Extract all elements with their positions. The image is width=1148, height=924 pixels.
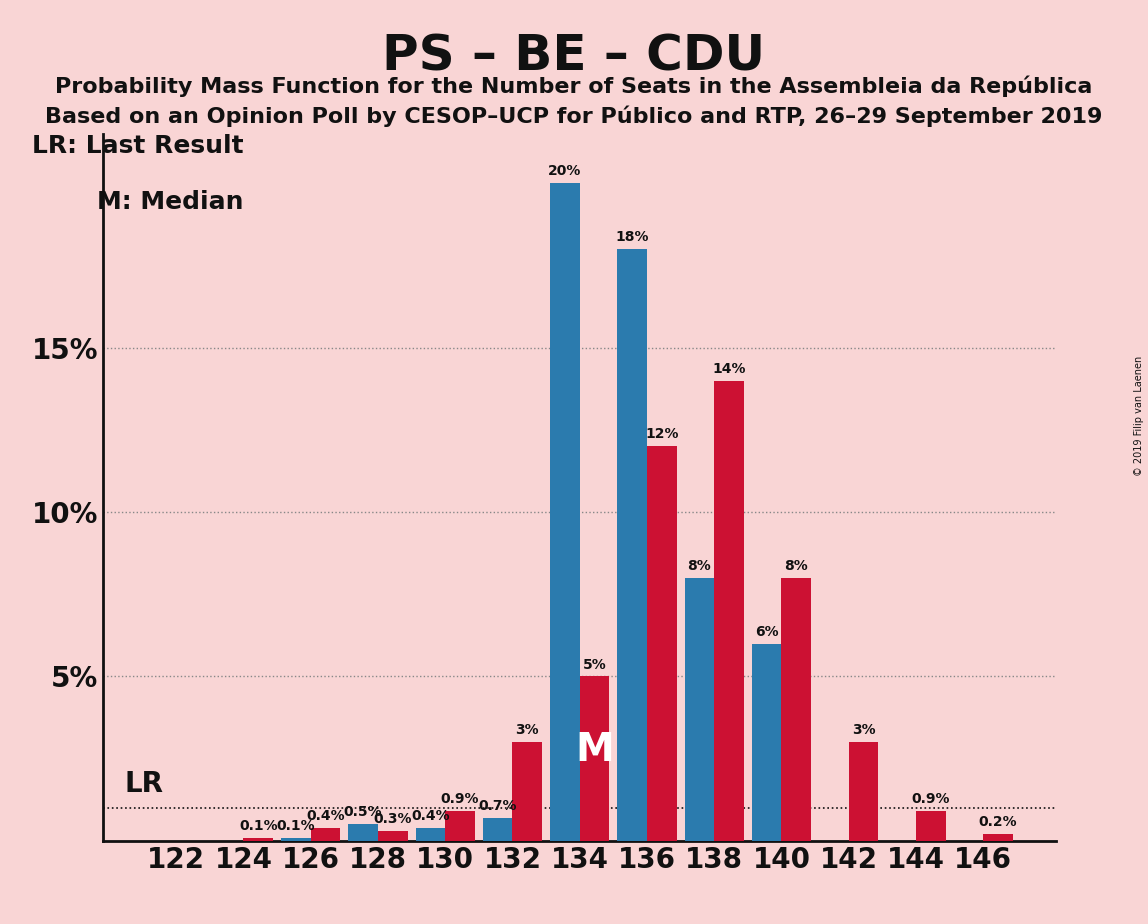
Text: Probability Mass Function for the Number of Seats in the Assembleia da República: Probability Mass Function for the Number… <box>55 76 1093 97</box>
Text: 0.4%: 0.4% <box>307 808 344 822</box>
Text: 6%: 6% <box>755 625 778 638</box>
Bar <box>618 249 647 841</box>
Text: 0.3%: 0.3% <box>373 812 412 826</box>
Text: 20%: 20% <box>549 164 582 178</box>
Text: 0.1%: 0.1% <box>277 819 316 833</box>
Text: 3%: 3% <box>852 723 876 737</box>
Bar <box>782 578 812 841</box>
Text: 0.9%: 0.9% <box>441 792 479 807</box>
Bar <box>916 811 946 841</box>
Text: 8%: 8% <box>688 559 712 573</box>
Bar <box>983 834 1013 841</box>
Bar <box>550 183 580 841</box>
Text: 14%: 14% <box>712 361 746 376</box>
Bar <box>580 676 610 841</box>
Text: PS – BE – CDU: PS – BE – CDU <box>382 32 766 80</box>
Text: M: Median: M: Median <box>96 189 243 213</box>
Text: 0.9%: 0.9% <box>912 792 951 807</box>
Text: 12%: 12% <box>645 428 678 442</box>
Text: 18%: 18% <box>615 230 649 244</box>
Bar <box>416 828 445 841</box>
Bar <box>311 828 340 841</box>
Text: 3%: 3% <box>515 723 540 737</box>
Bar <box>647 446 676 841</box>
Text: 0.2%: 0.2% <box>979 815 1017 830</box>
Text: LR: Last Result: LR: Last Result <box>32 134 243 158</box>
Text: M: M <box>575 731 614 769</box>
Text: 5%: 5% <box>583 658 606 672</box>
Text: © 2019 Filip van Laenen: © 2019 Filip van Laenen <box>1134 356 1143 476</box>
Bar <box>752 644 782 841</box>
Text: 0.4%: 0.4% <box>411 808 450 822</box>
Bar <box>684 578 714 841</box>
Text: 0.5%: 0.5% <box>344 806 382 820</box>
Bar <box>281 837 311 841</box>
Text: Based on an Opinion Poll by CESOP–UCP for Público and RTP, 26–29 September 2019: Based on an Opinion Poll by CESOP–UCP fo… <box>45 105 1103 127</box>
Text: 0.1%: 0.1% <box>239 819 278 833</box>
Text: LR: LR <box>124 770 163 798</box>
Bar <box>714 381 744 841</box>
Bar <box>848 742 878 841</box>
Bar <box>243 837 273 841</box>
Bar <box>512 742 542 841</box>
Bar <box>348 824 378 841</box>
Text: 0.7%: 0.7% <box>479 799 517 813</box>
Bar <box>378 831 408 841</box>
Bar <box>483 818 512 841</box>
Text: 8%: 8% <box>784 559 808 573</box>
Bar <box>445 811 475 841</box>
